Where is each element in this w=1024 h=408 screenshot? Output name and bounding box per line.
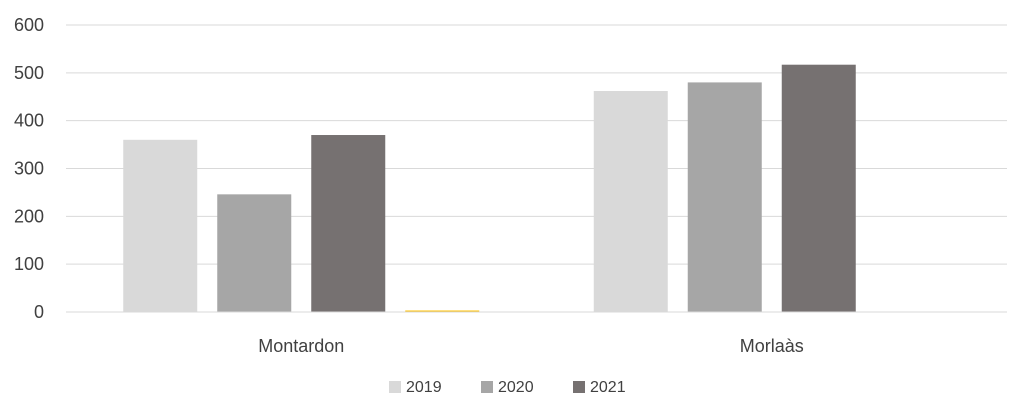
y-tick-label: 0 — [34, 302, 44, 322]
legend-swatch-2021 — [573, 381, 585, 393]
y-axis-tick-labels: 0 100 200 300 400 500 600 — [14, 15, 44, 322]
legend-swatch-2020 — [481, 381, 493, 393]
legend-label: 2019 — [406, 379, 442, 396]
bar-series-montardon — [405, 310, 480, 312]
y-tick-label: 200 — [14, 206, 44, 226]
x-axis-category-labels: Montardon Morlaàs — [258, 336, 804, 356]
bar-2020-morlaàs — [687, 82, 762, 313]
y-tick-label: 300 — [14, 159, 44, 179]
legend-swatch-2019 — [389, 381, 401, 393]
x-category-label: Montardon — [258, 336, 344, 356]
gridlines — [66, 24, 1007, 313]
bar-2021-montardon — [311, 135, 386, 312]
bar-2021-morlaàs — [781, 64, 856, 313]
legend: 2019 2020 2021 — [389, 379, 626, 396]
bar-2020-montardon — [217, 194, 292, 312]
bars — [66, 64, 1007, 313]
legend-label: 2020 — [498, 379, 534, 396]
bar-2019-montardon — [123, 139, 198, 312]
legend-label: 2021 — [590, 379, 626, 396]
y-tick-label: 400 — [14, 111, 44, 131]
y-tick-label: 100 — [14, 254, 44, 274]
x-category-label: Morlaàs — [740, 336, 804, 356]
y-tick-label: 600 — [14, 15, 44, 35]
y-tick-label: 500 — [14, 63, 44, 83]
bar-2019-morlaàs — [593, 91, 668, 312]
